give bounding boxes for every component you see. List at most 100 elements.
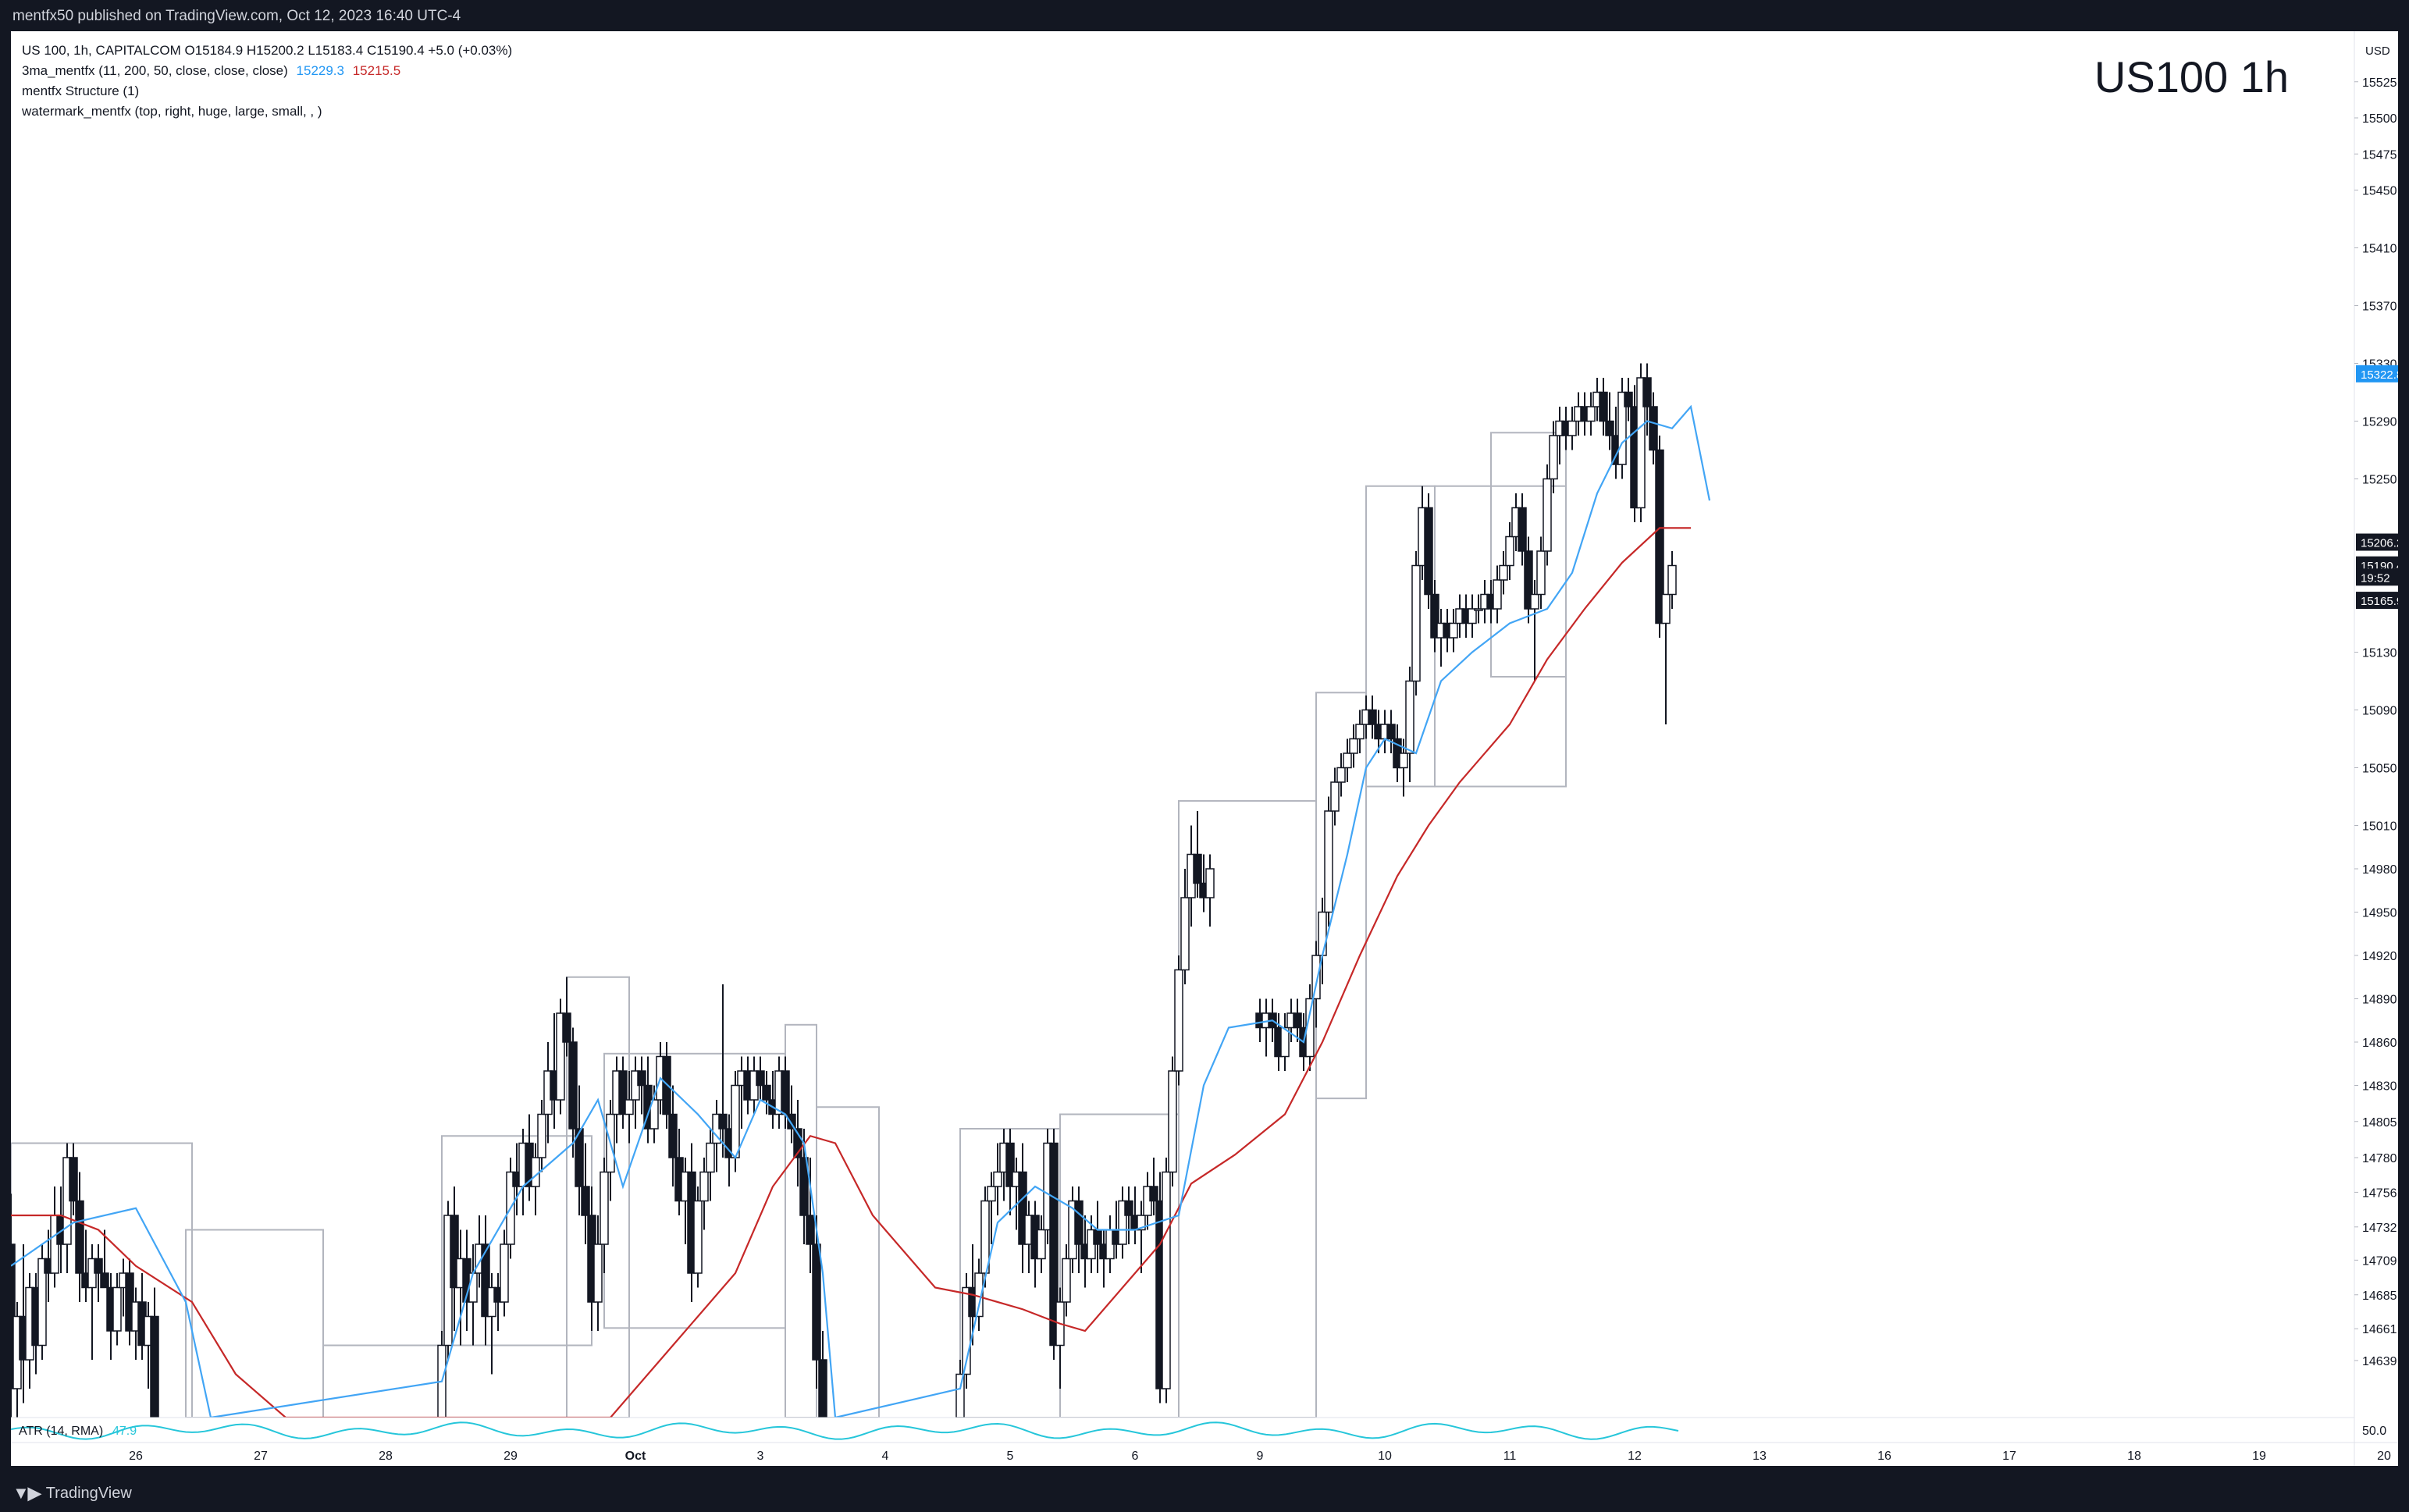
- y-tick-label: 14890.0: [2362, 994, 2398, 1007]
- y-tick-label: 14732.0: [2362, 1222, 2398, 1235]
- candle-body: [762, 1084, 771, 1101]
- tradingview-logo[interactable]: ▼▶ TradingView: [12, 1483, 132, 1503]
- candle-body: [94, 1258, 103, 1274]
- candle: [1324, 796, 1333, 927]
- x-tick-label: 16: [1877, 1450, 1891, 1463]
- candle-body: [1018, 1171, 1027, 1245]
- y-tick-label: 15130.0: [2362, 647, 2398, 660]
- y-tick-label: 15475.0: [2362, 148, 2398, 162]
- candle-body: [1355, 724, 1365, 740]
- chart-canvas[interactable]: +1acc ATR (14, RMA) 47.9 50.0 USD 15525.0 1550…: [11, 31, 2398, 1466]
- candle: [1005, 1129, 1015, 1215]
- candle: [69, 1143, 78, 1215]
- x-tick-label: 13: [1752, 1450, 1767, 1463]
- candle-body: [1205, 868, 1215, 898]
- candle: [787, 1085, 796, 1144]
- x-tick-label: 29: [504, 1450, 518, 1463]
- y-tick-label: 14830.0: [2362, 1080, 2398, 1094]
- candle: [1524, 536, 1533, 624]
- candle-body: [1349, 738, 1358, 754]
- candle-body: [1605, 420, 1614, 436]
- candle-body: [581, 1186, 590, 1216]
- y-tick-label: 15500.0: [2362, 112, 2398, 126]
- x-tick-label: 3: [757, 1450, 764, 1463]
- candle: [1543, 464, 1552, 566]
- y-tick-label: 14805.0: [2362, 1116, 2398, 1130]
- y-tick-label: 15410.0: [2362, 243, 2398, 256]
- candle-body: [1543, 478, 1552, 552]
- structure-box: [1178, 800, 1317, 1418]
- atr-line: [11, 1421, 1679, 1440]
- price-label-bg: [2356, 568, 2398, 586]
- candle-body: [1093, 1229, 1102, 1245]
- candle: [100, 1229, 109, 1289]
- candle: [1536, 536, 1546, 609]
- candle-body: [1661, 593, 1671, 624]
- candle-body: [556, 1012, 565, 1101]
- candle: [818, 1331, 827, 1418]
- candle-body: [1505, 535, 1514, 567]
- candle-body: [75, 1200, 84, 1274]
- candle: [1642, 363, 1652, 436]
- candle-body: [1330, 781, 1340, 812]
- candle-body: [1386, 724, 1396, 740]
- x-tick-label: 26: [129, 1450, 143, 1463]
- candle-body: [955, 1373, 965, 1418]
- candle-body: [1037, 1229, 1046, 1260]
- candle: [1499, 551, 1508, 595]
- candle: [793, 1100, 802, 1186]
- candle: [1505, 522, 1514, 580]
- ma-slow-line: [11, 527, 1691, 1418]
- symbol-info[interactable]: US 100, 1h, CAPITALCOM O15184.9 H15200.2…: [22, 43, 513, 58]
- price-label: 19:52: [2361, 571, 2390, 585]
- ma-indicator-legend[interactable]: 3ma_mentfx (11, 200, 50, close, close, c…: [22, 61, 512, 81]
- candle-body: [818, 1359, 827, 1418]
- y-tick-label: 14685.0: [2362, 1290, 2398, 1303]
- candle: [568, 1027, 578, 1158]
- candle: [1493, 565, 1502, 624]
- candle: [662, 1042, 671, 1129]
- candle: [1349, 724, 1358, 768]
- y-tick-label: 15525.0: [2362, 76, 2398, 90]
- candle-body: [637, 1070, 646, 1087]
- candle-body: [1636, 377, 1646, 509]
- structure-box: [1490, 432, 1567, 678]
- tradingview-mark-icon: ▼▶: [12, 1483, 41, 1503]
- y-tick-label: 14661.5: [2362, 1323, 2398, 1336]
- candle-body: [718, 1113, 728, 1130]
- chart-legend: US 100, 1h, CAPITALCOM O15184.9 H15200.2…: [22, 41, 512, 122]
- candle: [806, 1158, 815, 1273]
- x-tick-label: 27: [254, 1450, 268, 1463]
- candle: [1174, 955, 1183, 1086]
- structure-box: [566, 976, 630, 1418]
- candle-body: [1642, 377, 1652, 407]
- plot-group: +1acc: [11, 363, 1711, 1418]
- x-tick-label: 5: [1007, 1450, 1014, 1463]
- candle-body: [575, 1128, 584, 1187]
- candle: [500, 1229, 509, 1317]
- watermark-indicator-label[interactable]: watermark_mentfx (top, right, huge, larg…: [22, 104, 322, 119]
- candle-body: [450, 1215, 459, 1289]
- candle-body: [1599, 391, 1608, 422]
- candle: [1655, 436, 1664, 638]
- price-label-bg: [2356, 533, 2398, 551]
- candle: [537, 1100, 546, 1172]
- structure-box: [322, 1344, 443, 1418]
- candle-body: [1193, 853, 1202, 884]
- candle-body: [1449, 622, 1458, 639]
- candle: [1649, 392, 1658, 464]
- candle: [1661, 593, 1671, 724]
- x-tick-label: 6: [1132, 1450, 1139, 1463]
- candle-body: [1118, 1200, 1127, 1245]
- candle: [987, 1172, 996, 1244]
- structure-indicator-label[interactable]: mentfx Structure (1): [22, 84, 140, 98]
- y-tick-label: 14980.0: [2362, 863, 2398, 877]
- candle-body: [668, 1113, 678, 1158]
- chart-area[interactable]: +1acc ATR (14, RMA) 47.9 50.0 USD 15525.0 1550…: [11, 31, 2398, 1466]
- candle-body: [1518, 507, 1527, 552]
- price-label-bg: [2356, 365, 2398, 382]
- candle: [1411, 551, 1421, 696]
- candle: [1280, 1013, 1290, 1071]
- candle-body: [1655, 449, 1664, 624]
- candle-body: [1430, 593, 1439, 639]
